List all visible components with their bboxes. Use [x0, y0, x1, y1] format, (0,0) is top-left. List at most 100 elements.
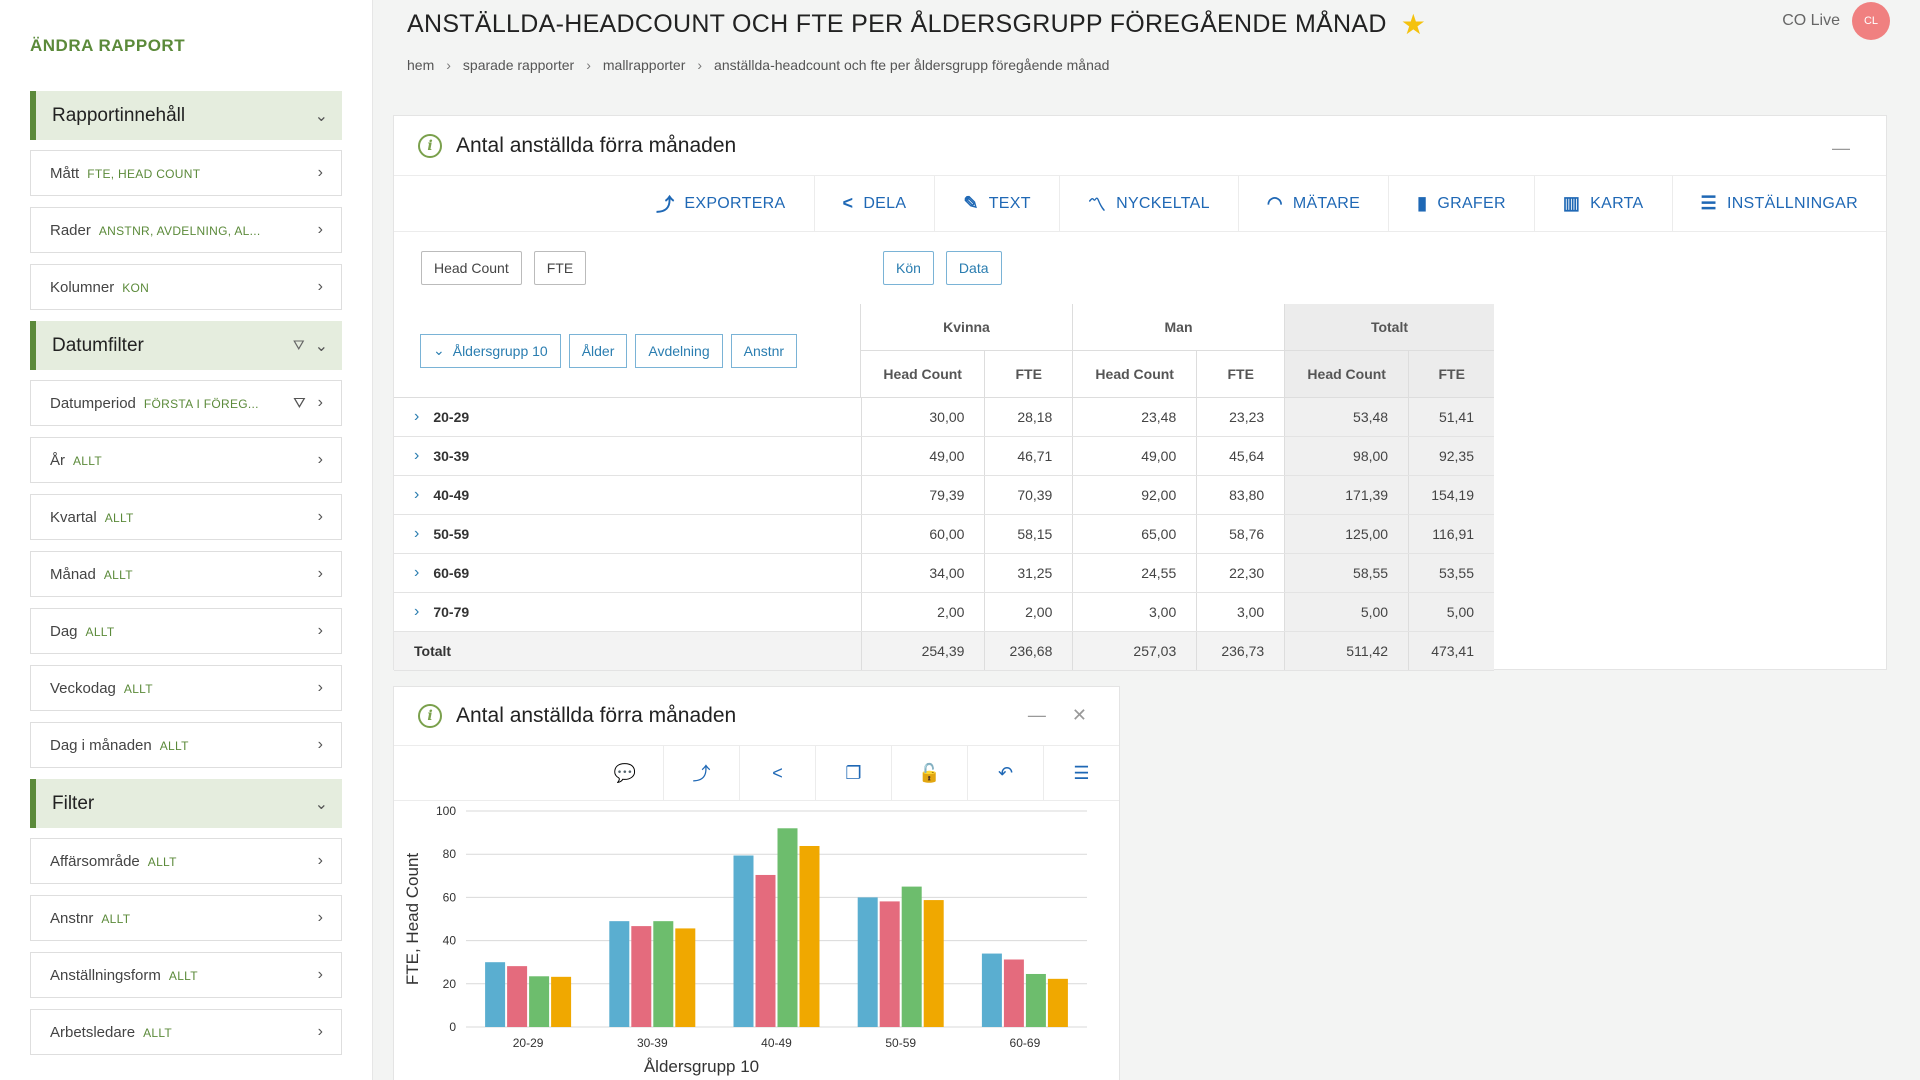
chevron-right-icon: ›	[317, 451, 323, 468]
column-group: Kvinna Head Count FTE	[860, 304, 1072, 398]
toolbar-button-karta[interactable]: ▥ KARTA	[1533, 176, 1672, 231]
sidebar-item[interactable]: Kolumner KON ›	[30, 264, 342, 310]
toolbar-button-dela[interactable]: < DELA	[813, 176, 935, 231]
sidebar-item-label: Arbetsledare	[50, 1023, 136, 1041]
expand-chevron-icon[interactable]: ›	[414, 603, 420, 620]
filter-icon[interactable]: ⛛	[292, 337, 305, 353]
sidebar-item[interactable]: Anstnr ALLT ›	[30, 895, 342, 941]
sidebar-item[interactable]: Kvartal ALLT ›	[30, 494, 342, 540]
row-chip[interactable]: Ålder	[568, 333, 628, 368]
sidebar-item[interactable]: Veckodag ALLT ›	[30, 665, 342, 711]
chart-toolbar-button[interactable]: ↶	[967, 746, 1043, 800]
sidebar-item[interactable]: År ALLT ›	[30, 437, 342, 483]
measure-chip[interactable]: Head Count	[421, 251, 522, 285]
bar[interactable]	[777, 828, 798, 1027]
sidebar-item[interactable]: Arbetsledare ALLT ›	[30, 1009, 342, 1055]
bar[interactable]	[631, 926, 652, 1027]
sub-column-header[interactable]: Head Count	[1307, 366, 1386, 382]
sidebar-item[interactable]: Månad ALLT ›	[30, 551, 342, 597]
table-row[interactable]: › 50-59 60,00 58,15 65,00 58,76 125,00 116,91	[394, 515, 1495, 554]
expand-chevron-icon[interactable]: ›	[414, 525, 420, 542]
expand-chevron-icon[interactable]: ›	[414, 447, 420, 464]
bar[interactable]	[609, 921, 630, 1027]
sidebar-item-label: År	[50, 451, 65, 469]
table-row[interactable]: › 20-29 30,00 28,18 23,48 23,23 53,48 51,41	[394, 398, 1495, 437]
user-menu[interactable]: CO Live CL	[1782, 2, 1890, 40]
filter-icon[interactable]: ⛛	[293, 394, 306, 412]
bar[interactable]	[653, 921, 674, 1027]
sub-column-header[interactable]: Head Count	[1095, 366, 1174, 382]
bar[interactable]	[675, 928, 696, 1027]
toolbar-button-nyckeltal[interactable]: 〽 NYCKELTAL	[1058, 176, 1238, 231]
chart-toolbar-button[interactable]: 💬	[587, 746, 663, 800]
measure-chip[interactable]: FTE	[533, 251, 587, 285]
column-chip[interactable]: Data	[945, 251, 1002, 285]
sidebar-item[interactable]: Affärsområde ALLT ›	[30, 838, 342, 884]
breadcrumb-item[interactable]: mallrapporter	[602, 57, 686, 73]
minimize-icon[interactable]: —	[1832, 138, 1850, 158]
sidebar-item[interactable]: Anställningsform ALLT ›	[30, 952, 342, 998]
expand-chevron-icon[interactable]: ›	[414, 486, 420, 503]
chart-toolbar-button[interactable]: ⤴	[663, 746, 739, 800]
row-chip[interactable]: ⌄ Åldersgrupp 10	[420, 333, 561, 368]
row-chip[interactable]: Avdelning	[635, 333, 723, 368]
section-header[interactable]: Rapportinnehåll ⌄	[30, 91, 342, 140]
bar[interactable]	[901, 886, 922, 1027]
bar[interactable]	[799, 845, 820, 1027]
bar[interactable]	[529, 976, 550, 1027]
table-cell: 60,00	[860, 515, 985, 553]
chart-toolbar-button[interactable]: 🔓	[891, 746, 967, 800]
bar[interactable]	[1003, 959, 1024, 1028]
favorite-star-icon[interactable]: ★	[1400, 9, 1427, 40]
toolbar-button-inställningar[interactable]: ☰ INSTÄLLNINGAR	[1671, 176, 1886, 231]
table-row[interactable]: › 60-69 34,00 31,25 24,55 22,30 58,55 53,55	[394, 554, 1495, 593]
bar[interactable]	[857, 897, 878, 1027]
sidebar-item[interactable]: Dag i månaden ALLT ›	[30, 722, 342, 768]
bar[interactable]	[551, 976, 572, 1027]
sidebar-item[interactable]: Mått FTE, HEAD COUNT ›	[30, 150, 342, 196]
bar[interactable]	[755, 874, 776, 1027]
table-cell: 53,48	[1284, 398, 1409, 436]
bar[interactable]	[879, 901, 900, 1027]
chart-toolbar-button[interactable]: <	[739, 746, 815, 800]
chart-toolbar-button[interactable]: ☰	[1043, 746, 1119, 800]
bar[interactable]	[923, 900, 944, 1027]
bar[interactable]	[507, 966, 528, 1027]
column-chip[interactable]: Kön	[883, 251, 934, 285]
bar[interactable]	[981, 953, 1002, 1027]
toolbar-button-grafer[interactable]: ▮ GRAFER	[1388, 176, 1534, 231]
bar[interactable]	[1047, 978, 1068, 1027]
sub-column-header[interactable]: FTE	[1196, 351, 1284, 397]
sidebar-item[interactable]: Rader ANSTNR, AVDELNING, AL... ›	[30, 207, 342, 253]
section-header[interactable]: Datumfilter ⛛ ⌄	[30, 321, 342, 370]
sub-column-header[interactable]: Head Count	[883, 366, 962, 382]
toolbar-button-exportera[interactable]: ⤴ EXPORTERA	[628, 176, 813, 231]
table-row[interactable]: › 70-79 2,00 2,00 3,00 3,00 5,00 5,00	[394, 593, 1495, 632]
table-cell: 34,00	[860, 554, 985, 592]
chevron-right-icon: ›	[317, 966, 323, 983]
toolbar-button-text[interactable]: ✎ TEXT	[934, 176, 1058, 231]
section-header[interactable]: Filter ⌄	[30, 779, 342, 828]
row-chip[interactable]: Anstnr	[730, 333, 798, 368]
breadcrumb-item[interactable]: hem	[407, 57, 435, 73]
info-icon[interactable]: i	[418, 133, 442, 158]
chart-toolbar-button[interactable]: ❐	[815, 746, 891, 800]
toolbar-button-mätare[interactable]: ◠ MÄTARE	[1237, 176, 1388, 231]
bar[interactable]	[1025, 973, 1046, 1027]
minimize-icon[interactable]: —	[1027, 705, 1046, 725]
expand-chevron-icon[interactable]: ›	[414, 564, 420, 581]
bar[interactable]	[485, 962, 506, 1027]
sidebar-item[interactable]: Datumperiod FÖRSTA I FÖREG... ⛛ ›	[30, 380, 342, 426]
breadcrumb-item[interactable]: sparade rapporter	[462, 57, 575, 73]
close-icon[interactable]: ✕	[1071, 705, 1087, 725]
table-row[interactable]: › 40-49 79,39 70,39 92,00 83,80 171,39 154,19	[394, 476, 1495, 515]
sub-column-header[interactable]: FTE	[984, 351, 1072, 397]
bar[interactable]	[733, 855, 754, 1027]
sidebar-item[interactable]: Dag ALLT ›	[30, 608, 342, 654]
table-row[interactable]: › 30-39 49,00 46,71 49,00 45,64 98,00 92,35	[394, 437, 1495, 476]
chart-panel: i Antal anställda förra månaden — ✕ 💬 ⤴ < ❐…	[393, 686, 1120, 1080]
info-icon[interactable]: i	[418, 704, 442, 728]
sub-column-header[interactable]: FTE	[1408, 351, 1494, 397]
expand-chevron-icon[interactable]: ›	[414, 408, 420, 425]
avatar[interactable]: CL	[1852, 2, 1890, 40]
